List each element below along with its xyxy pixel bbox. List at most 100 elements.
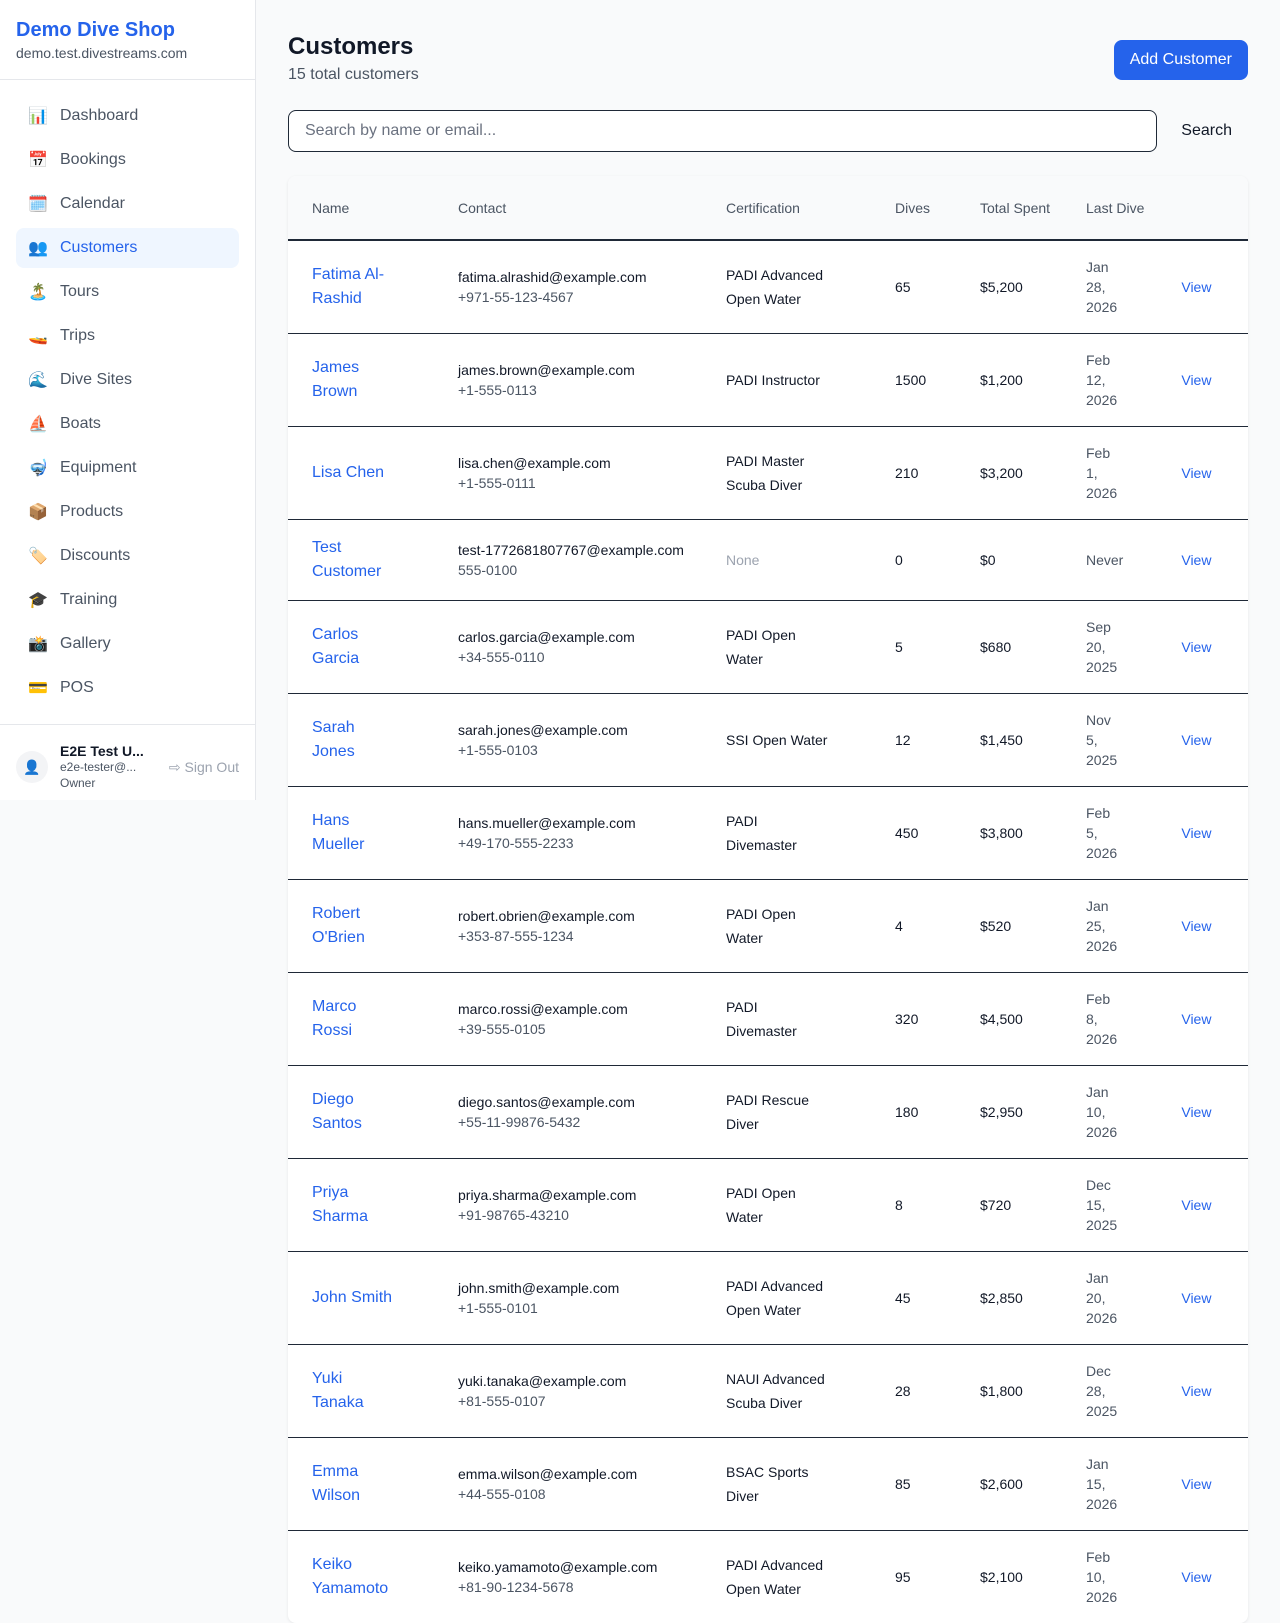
customer-name-link[interactable]: Marco Rossi <box>288 973 434 1066</box>
equipment-icon: 🤿 <box>28 458 48 478</box>
customer-name-link[interactable]: Test Customer <box>288 520 434 601</box>
customer-name-link[interactable]: Lisa Chen <box>288 427 434 520</box>
dives-count: 450 <box>871 787 956 880</box>
sidebar-item-pos[interactable]: 💳POS <box>16 668 239 708</box>
customer-name-link[interactable]: Fatima Al-Rashid <box>288 240 434 334</box>
view-link[interactable]: View <box>1157 973 1248 1066</box>
contact-cell: lisa.chen@example.com+1-555-0111 <box>434 427 702 520</box>
sidebar-item-discounts[interactable]: 🏷️Discounts <box>16 536 239 576</box>
view-link[interactable]: View <box>1157 1159 1248 1252</box>
brand-title[interactable]: Demo Dive Shop <box>16 17 239 43</box>
customer-name-link[interactable]: Priya Sharma <box>288 1159 434 1252</box>
sidebar-item-label: Dashboard <box>60 107 138 125</box>
sidebar-item-bookings[interactable]: 📅Bookings <box>16 140 239 180</box>
customer-phone: +1-555-0101 <box>458 1298 702 1318</box>
contact-cell: robert.obrien@example.com+353-87-555-123… <box>434 880 702 973</box>
last-dive: Never <box>1062 520 1157 601</box>
view-link[interactable]: View <box>1157 240 1248 334</box>
total-spent: $3,200 <box>956 427 1062 520</box>
customer-name-link[interactable]: Yuki Tanaka <box>288 1345 434 1438</box>
search-button[interactable]: Search <box>1157 122 1248 140</box>
certification: PADI Master Scuba Diver <box>702 427 871 520</box>
certification: PADI Divemaster <box>702 787 871 880</box>
view-link[interactable]: View <box>1157 1345 1248 1438</box>
dives-count: 4 <box>871 880 956 973</box>
customer-name-link[interactable]: James Brown <box>288 334 434 427</box>
sidebar-item-label: Equipment <box>60 459 137 477</box>
sidebar-item-equipment[interactable]: 🤿 Equipment <box>16 448 239 488</box>
certification: None <box>702 520 871 601</box>
customer-phone: +971-55-123-4567 <box>458 287 702 307</box>
sidebar-item-training[interactable]: 🎓Training <box>16 580 239 620</box>
search-input[interactable] <box>288 110 1157 152</box>
boats-icon: ⛵ <box>28 414 48 434</box>
total-spent: $3,800 <box>956 787 1062 880</box>
dives-count: 65 <box>871 240 956 334</box>
customer-name-link[interactable]: Emma Wilson <box>288 1438 434 1531</box>
customers-icon: 👥 <box>28 238 48 258</box>
contact-cell: sarah.jones@example.com+1-555-0103 <box>434 694 702 787</box>
contact-cell: diego.santos@example.com+55-11-99876-543… <box>434 1066 702 1159</box>
view-link[interactable]: View <box>1157 427 1248 520</box>
sidebar-item-products[interactable]: 📦Products <box>16 492 239 532</box>
customer-name-link[interactable]: Hans Mueller <box>288 787 434 880</box>
view-link[interactable]: View <box>1157 1438 1248 1531</box>
view-link[interactable]: View <box>1157 787 1248 880</box>
sidebar-item-calendar[interactable]: 🗓️Calendar <box>16 184 239 224</box>
sign-out-button[interactable]: ⇨ Sign Out <box>169 759 239 776</box>
customer-name-link[interactable]: Sarah Jones <box>288 694 434 787</box>
view-link[interactable]: View <box>1157 1252 1248 1345</box>
customer-phone: +1-555-0111 <box>458 473 702 493</box>
customer-name-link[interactable]: Carlos Garcia <box>288 601 434 694</box>
tours-icon: 🏝️ <box>28 282 48 302</box>
sidebar-item-boats[interactable]: ⛵Boats <box>16 404 239 444</box>
contact-cell: john.smith@example.com+1-555-0101 <box>434 1252 702 1345</box>
view-link[interactable]: View <box>1157 694 1248 787</box>
add-customer-button[interactable]: Add Customer <box>1114 40 1248 80</box>
sidebar-item-trips[interactable]: 🚤Trips <box>16 316 239 356</box>
view-link[interactable]: View <box>1157 1066 1248 1159</box>
customer-phone: +1-555-0113 <box>458 380 702 400</box>
sidebar-item-dive-sites[interactable]: 🌊Dive Sites <box>16 360 239 400</box>
page-title: Customers <box>288 32 419 62</box>
table-row: Marco Rossi marco.rossi@example.com+39-5… <box>288 973 1248 1066</box>
customer-email: james.brown@example.com <box>458 360 702 380</box>
certification: PADI Advanced Open Water <box>702 240 871 334</box>
customer-phone: +81-555-0107 <box>458 1391 702 1411</box>
dives-count: 320 <box>871 973 956 1066</box>
sidebar-item-dashboard[interactable]: 📊Dashboard <box>16 96 239 136</box>
dives-count: 1500 <box>871 334 956 427</box>
customer-email: emma.wilson@example.com <box>458 1464 702 1484</box>
customer-name-link[interactable]: Robert O'Brien <box>288 880 434 973</box>
sign-out-icon: ⇨ <box>169 759 185 775</box>
user-icon: 👤 <box>16 751 48 783</box>
view-link[interactable]: View <box>1157 1531 1248 1623</box>
view-link[interactable]: View <box>1157 520 1248 601</box>
dives-count: 28 <box>871 1345 956 1438</box>
sidebar-item-label: Customers <box>60 239 137 257</box>
column-header-last-dive: Last Dive <box>1062 176 1157 240</box>
sidebar-item-gallery[interactable]: 📸Gallery <box>16 624 239 664</box>
customer-name-link[interactable]: Diego Santos <box>288 1066 434 1159</box>
certification: NAUI Advanced Scuba Diver <box>702 1345 871 1438</box>
last-dive: Dec 15, 2025 <box>1062 1159 1157 1252</box>
customer-phone: +55-11-99876-5432 <box>458 1112 702 1132</box>
view-link[interactable]: View <box>1157 334 1248 427</box>
customer-name-link[interactable]: Keiko Yamamoto <box>288 1531 434 1623</box>
sidebar-item-label: Bookings <box>60 151 126 169</box>
sidebar-item-tours[interactable]: 🏝️Tours <box>16 272 239 312</box>
last-dive: Jan 20, 2026 <box>1062 1252 1157 1345</box>
view-link[interactable]: View <box>1157 880 1248 973</box>
customer-name-link[interactable]: John Smith <box>288 1252 434 1345</box>
dives-count: 12 <box>871 694 956 787</box>
certification: PADI Advanced Open Water <box>702 1252 871 1345</box>
customer-email: marco.rossi@example.com <box>458 999 702 1019</box>
total-spent: $720 <box>956 1159 1062 1252</box>
column-header-contact: Contact <box>434 176 702 240</box>
user-panel: 👤 E2E Test U... e2e-tester@... Owner ⇨ S… <box>0 724 255 809</box>
sidebar-item-customers[interactable]: 👥 Customers <box>16 228 239 268</box>
table-row: Priya Sharma priya.sharma@example.com+91… <box>288 1159 1248 1252</box>
total-spent: $1,450 <box>956 694 1062 787</box>
view-link[interactable]: View <box>1157 601 1248 694</box>
